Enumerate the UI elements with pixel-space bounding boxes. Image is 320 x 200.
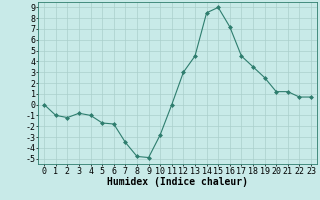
X-axis label: Humidex (Indice chaleur): Humidex (Indice chaleur) [107,177,248,187]
